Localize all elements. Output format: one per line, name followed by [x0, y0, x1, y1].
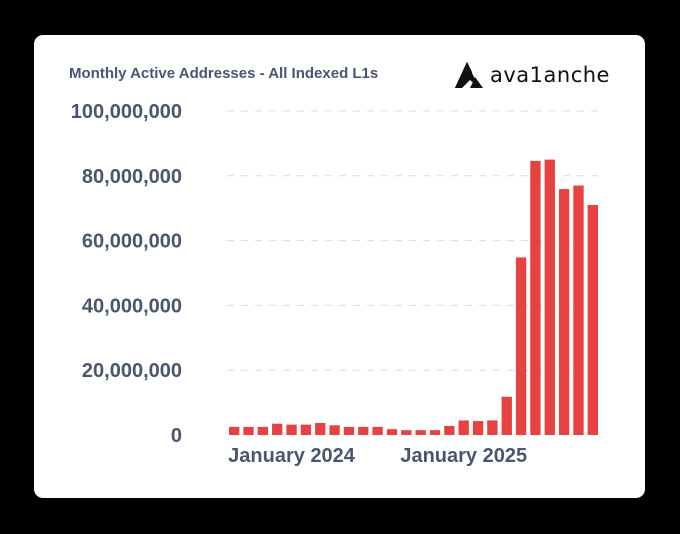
- chart-card: Monthly Active Addresses - All Indexed L…: [34, 35, 645, 498]
- bar: [544, 159, 555, 435]
- bar: [329, 425, 340, 435]
- bar: [573, 185, 584, 435]
- bar: [300, 424, 312, 435]
- bar: [444, 425, 455, 435]
- bar: [472, 421, 484, 435]
- chart-title: Monthly Active Addresses - All Indexed L…: [69, 65, 379, 82]
- bar: [501, 396, 512, 435]
- bar: [229, 426, 240, 435]
- bar-chart: 0 20,000,000 40,000,000 60,000,000 80,000,00…: [71, 101, 600, 467]
- avalanche-logo: ava1anche: [454, 58, 610, 92]
- brand-name: ava1anche: [490, 63, 610, 87]
- bar: [257, 426, 269, 435]
- x-tick-label: January 2025: [400, 445, 527, 467]
- y-tick-label: 20,000,000: [82, 360, 182, 382]
- bar: [530, 160, 541, 435]
- y-tick-label: 40,000,000: [82, 295, 182, 317]
- y-tick-label: 80,000,000: [82, 166, 182, 188]
- y-tick-label: 100,000,000: [71, 101, 182, 123]
- bar: [343, 426, 355, 435]
- bar: [458, 420, 469, 435]
- bar: [358, 426, 369, 435]
- bar: [272, 423, 283, 435]
- bar: [243, 426, 254, 435]
- bar: [315, 423, 326, 435]
- x-tick-label: January 2024: [228, 445, 356, 467]
- bar: [415, 430, 426, 435]
- y-tick-label: 60,000,000: [82, 231, 182, 253]
- avalanche-logo-icon: [455, 62, 483, 88]
- bar: [587, 204, 598, 435]
- bar: [515, 257, 527, 435]
- bar: [386, 429, 398, 435]
- bar: [372, 426, 383, 435]
- bar: [558, 189, 570, 435]
- y-tick-label: 0: [171, 425, 182, 447]
- bar: [429, 430, 441, 435]
- bar: [286, 424, 297, 435]
- bar: [487, 420, 498, 435]
- bar: [401, 430, 412, 435]
